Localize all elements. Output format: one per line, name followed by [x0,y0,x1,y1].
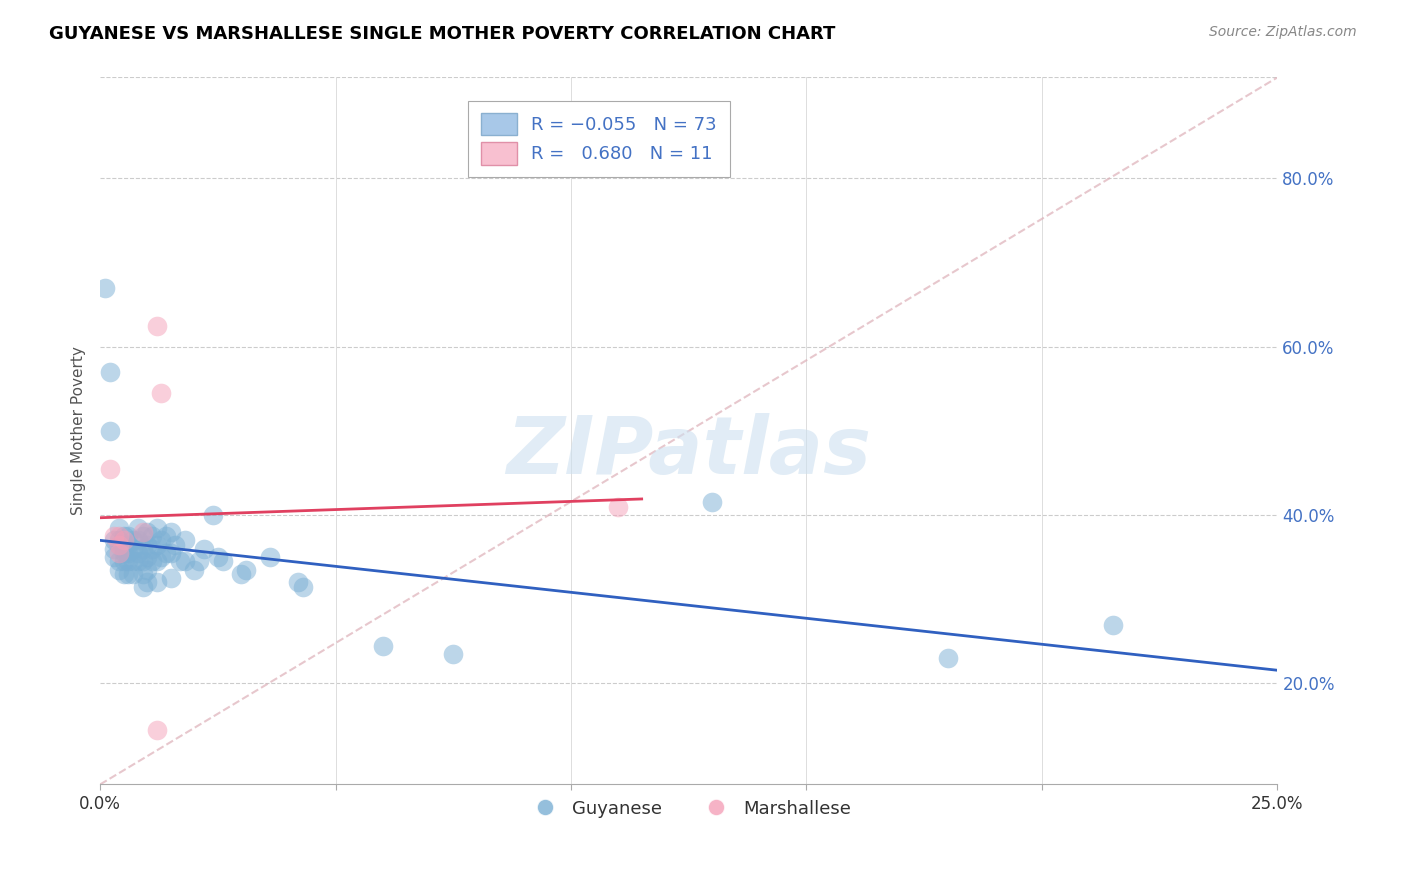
Point [112,567,135,582]
Point [150,533,173,548]
Point [159,571,181,585]
Point [141,529,163,543]
Point [127,554,149,568]
Point [94,281,117,295]
Y-axis label: Single Mother Poverty: Single Mother Poverty [72,346,86,516]
Point [287,575,309,590]
Point [159,524,181,539]
Point [145,575,167,590]
Point [702,495,724,509]
Legend: Guyanese, Marshallese: Guyanese, Marshallese [519,792,858,825]
Point [108,563,131,577]
Point [122,533,145,548]
Point [98,365,121,379]
Point [231,567,253,582]
Point [607,500,630,514]
Point [112,541,135,556]
Point [117,537,139,551]
Point [103,550,125,565]
Point [112,546,135,560]
Point [136,563,159,577]
Point [145,318,167,333]
Point [145,554,167,568]
Point [145,723,167,737]
Point [141,554,163,568]
Point [127,533,149,548]
Point [131,554,153,568]
Point [145,521,167,535]
Text: Source: ZipAtlas.com: Source: ZipAtlas.com [1209,25,1357,39]
Point [131,580,153,594]
Point [150,386,173,401]
Point [122,554,145,568]
Point [141,541,163,556]
Point [136,537,159,551]
Point [108,546,131,560]
Point [159,546,181,560]
Point [103,533,125,548]
Point [108,533,131,548]
Point [441,647,464,661]
Text: ZIPatlas: ZIPatlas [506,413,872,491]
Point [165,537,187,551]
Point [112,529,135,543]
Point [117,567,139,582]
Point [127,521,149,535]
Point [936,651,959,665]
Point [136,550,159,565]
Point [174,554,197,568]
Point [108,554,131,568]
Point [131,541,153,556]
Point [211,554,233,568]
Point [122,541,145,556]
Point [127,546,149,560]
Point [131,524,153,539]
Point [207,550,229,565]
Text: GUYANESE VS MARSHALLESE SINGLE MOTHER POVERTY CORRELATION CHART: GUYANESE VS MARSHALLESE SINGLE MOTHER PO… [49,25,835,43]
Point [117,546,139,560]
Point [1101,617,1123,632]
Point [103,529,125,543]
Point [235,563,257,577]
Point [155,546,177,560]
Point [108,537,131,551]
Point [291,580,314,594]
Point [98,462,121,476]
Point [150,550,173,565]
Point [108,529,131,543]
Point [108,537,131,551]
Point [112,554,135,568]
Point [371,639,394,653]
Point [183,563,205,577]
Point [174,533,197,548]
Point [103,541,125,556]
Point [98,424,121,438]
Point [193,541,215,556]
Point [112,533,135,548]
Point [136,524,159,539]
Point [136,575,159,590]
Point [188,554,211,568]
Point [145,537,167,551]
Point [131,567,153,582]
Point [131,529,153,543]
Point [169,554,191,568]
Point [155,529,177,543]
Point [202,508,225,522]
Point [108,521,131,535]
Point [259,550,281,565]
Point [117,529,139,543]
Point [117,554,139,568]
Point [122,567,145,582]
